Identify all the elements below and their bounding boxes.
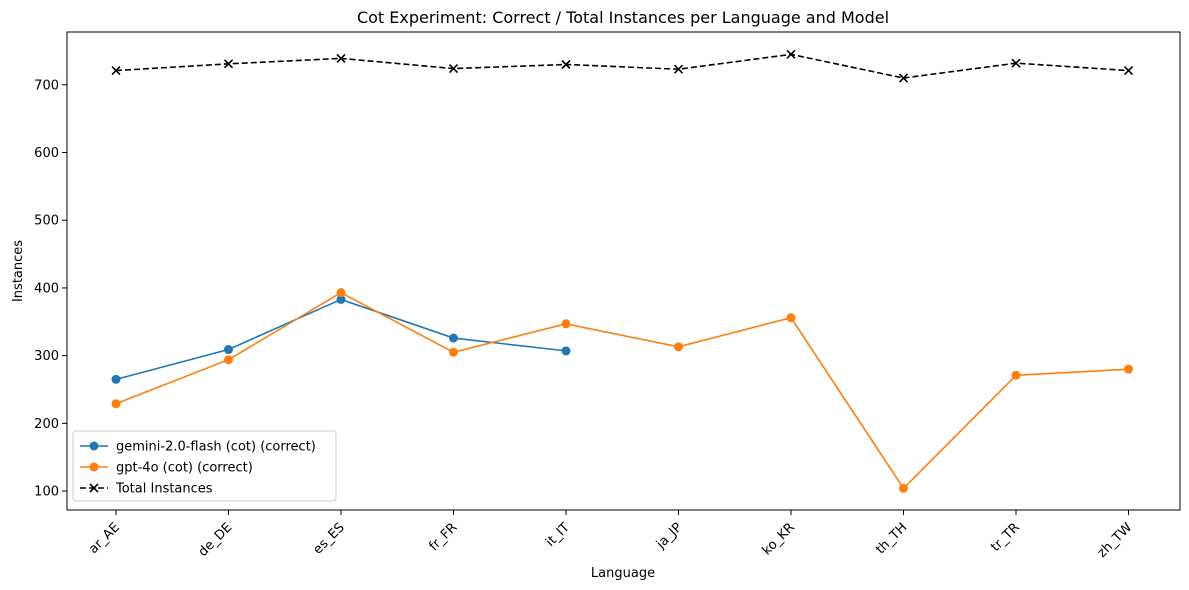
- data-point: [111, 66, 121, 76]
- data-point: [1011, 370, 1021, 380]
- legend-box: [72, 430, 337, 502]
- y-axis: 100 200 300 400 500 600 700: [34, 78, 67, 500]
- data-point: [786, 313, 796, 323]
- data-point: [336, 53, 346, 63]
- series-line: [115, 298, 567, 381]
- y-axis-label: Instances: [11, 240, 26, 302]
- x-tick-label: ar_AE: [86, 520, 123, 557]
- data-point: [111, 374, 121, 384]
- series-1: [111, 288, 1133, 493]
- series-line: [115, 53, 1129, 79]
- x-tick-label: zh_TW: [1095, 520, 1136, 561]
- legend-label: Total Instances: [115, 482, 213, 497]
- legend-marker: [89, 483, 99, 493]
- data-point: [224, 345, 233, 355]
- data-point: [561, 319, 571, 329]
- data-point: [448, 63, 459, 74]
- x-tick-label: ja_JP: [653, 520, 685, 552]
- series-layer: [111, 49, 1134, 493]
- data-point: [899, 483, 908, 493]
- data-point: [674, 342, 683, 352]
- data-point: [1011, 58, 1021, 68]
- series-2: [111, 49, 1134, 83]
- y-tick-label: 600: [34, 146, 59, 161]
- legend-marker: [89, 462, 99, 472]
- y-tick-label: 400: [34, 281, 59, 296]
- series-line: [115, 291, 1129, 490]
- plot-frame: [66, 31, 1181, 511]
- data-point: [673, 64, 684, 74]
- y-tick-label: 300: [34, 349, 59, 364]
- data-point: [1123, 66, 1134, 76]
- chart-title: Cot Experiment: Correct / Total Instance…: [357, 8, 889, 27]
- x-tick-label: de_DE: [196, 520, 236, 560]
- data-point: [561, 59, 571, 70]
- y-tick-label: 200: [34, 417, 59, 432]
- legend-marker: [89, 441, 99, 451]
- data-point: [224, 355, 233, 365]
- data-point: [449, 347, 458, 357]
- legend-label: gpt-4o (cot) (correct): [116, 461, 253, 476]
- data-point: [561, 346, 571, 356]
- x-axis-label: Language: [591, 566, 655, 581]
- legend-label: gemini-2.0-flash (cot) (correct): [116, 440, 316, 455]
- x-tick-label: ko_KR: [760, 520, 798, 558]
- x-tick-label: es_ES: [311, 520, 348, 557]
- y-tick-label: 700: [34, 78, 59, 93]
- x-tick-label: tr_TR: [988, 520, 1023, 555]
- data-point: [786, 49, 796, 59]
- legend-entry: gemini-2.0-flash (cot) (correct): [80, 440, 316, 455]
- data-point: [111, 399, 121, 409]
- y-tick-label: 500: [34, 214, 59, 229]
- legend: gemini-2.0-flash (cot) (correct) gpt-4o (…: [72, 430, 337, 502]
- x-tick-label: it_IT: [543, 520, 573, 550]
- data-point: [898, 73, 909, 83]
- data-point: [223, 59, 234, 69]
- x-tick-label: fr_FR: [426, 520, 460, 554]
- x-tick-label: th_TH: [873, 520, 910, 557]
- data-point: [1124, 364, 1133, 374]
- data-point: [449, 333, 458, 343]
- data-point: [336, 288, 346, 298]
- legend-entry: Total Instances: [80, 482, 213, 497]
- x-axis: ar_AE de_DE es_ES fr_FR it_IT ja_JP ko_KR th_TH…: [86, 510, 1135, 561]
- data-point: [336, 294, 346, 304]
- y-tick-label: 100: [34, 485, 59, 500]
- legend-entry: gpt-4o (cot) (correct): [80, 461, 253, 476]
